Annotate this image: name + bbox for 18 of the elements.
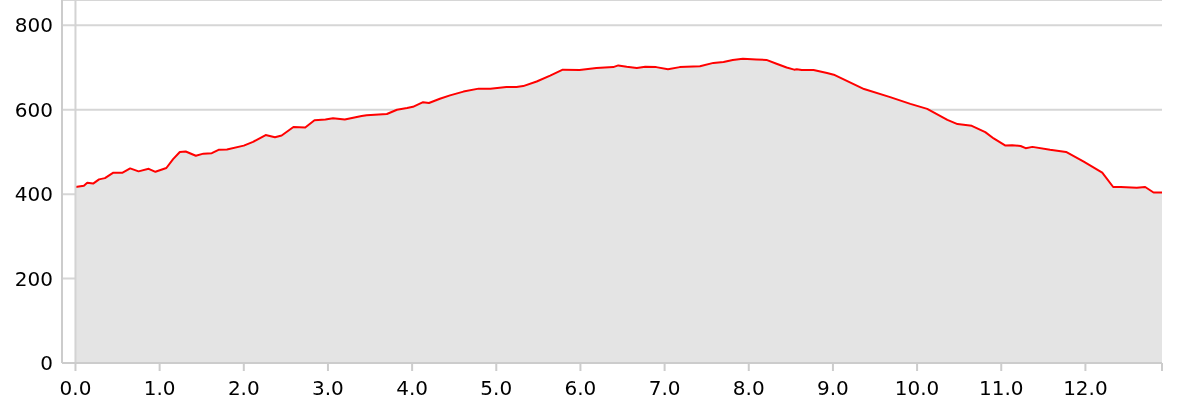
y-tick-label: 600 [14, 97, 53, 122]
x-tick-label: 4.0 [396, 376, 429, 401]
x-tick-label: 11.0 [978, 376, 1024, 401]
y-tick-label: 400 [14, 182, 53, 207]
x-tick-label: 8.0 [732, 376, 765, 401]
y-tick-label: 200 [14, 266, 53, 291]
x-tick-label: 2.0 [227, 376, 260, 401]
x-tick-label: 12.0 [1063, 376, 1108, 401]
x-tick-label: 9.0 [817, 376, 849, 401]
x-tick-label: 10.0 [894, 376, 940, 401]
x-tick-label: 1.0 [143, 376, 176, 401]
y-tick-label: 800 [14, 13, 53, 38]
y-tick-label: 0 [40, 351, 53, 376]
x-tick-label: 3.0 [312, 376, 344, 401]
x-tick-label: 5.0 [480, 376, 513, 401]
x-tick-label: 6.0 [564, 376, 597, 401]
x-tick-label: 0.0 [59, 376, 92, 401]
x-tick-label: 7.0 [648, 376, 681, 401]
